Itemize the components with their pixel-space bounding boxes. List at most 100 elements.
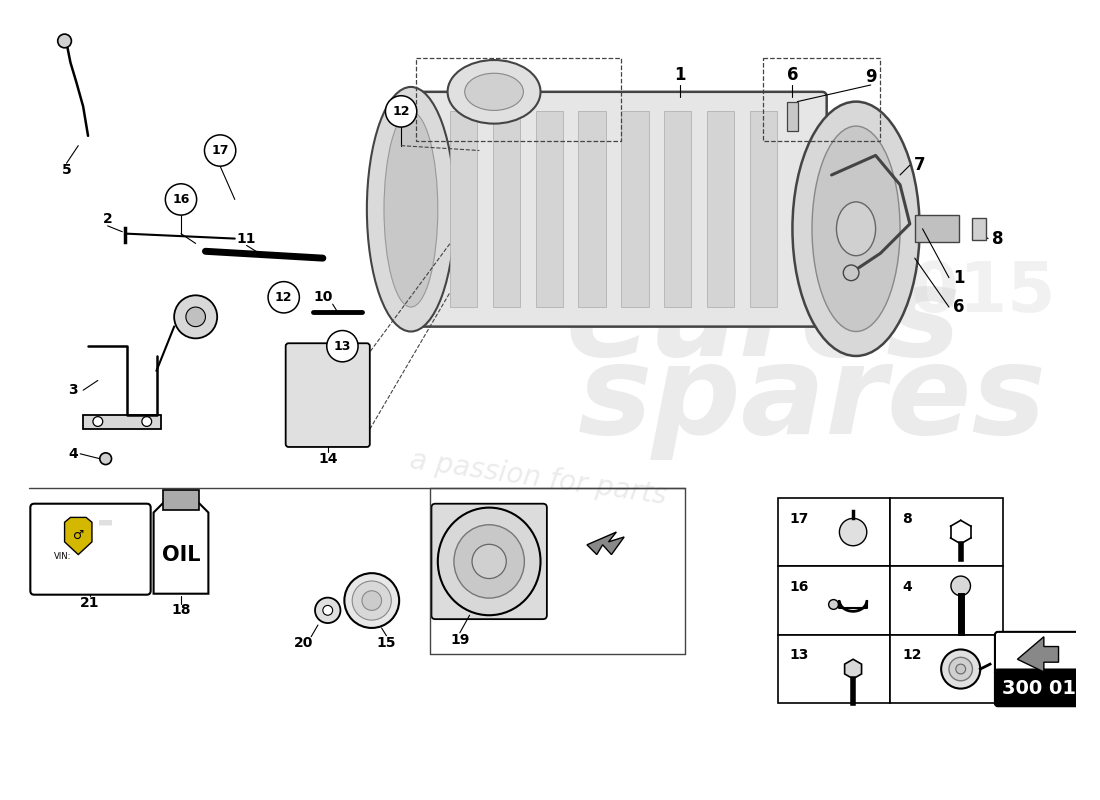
Text: 300 01: 300 01 bbox=[1002, 678, 1077, 698]
Bar bbox=[778, 566, 890, 634]
Text: 4: 4 bbox=[902, 580, 912, 594]
Ellipse shape bbox=[836, 202, 876, 256]
Text: 17: 17 bbox=[211, 144, 229, 157]
Text: VIN:: VIN: bbox=[54, 552, 72, 561]
FancyBboxPatch shape bbox=[31, 504, 151, 594]
Polygon shape bbox=[84, 414, 162, 430]
Circle shape bbox=[315, 598, 341, 623]
Circle shape bbox=[950, 576, 970, 596]
Bar bbox=[664, 111, 692, 307]
Bar bbox=[749, 111, 777, 307]
Text: 2015: 2015 bbox=[862, 259, 1056, 326]
Ellipse shape bbox=[472, 544, 506, 578]
Text: 14: 14 bbox=[318, 452, 338, 466]
Circle shape bbox=[385, 96, 417, 127]
Circle shape bbox=[92, 417, 102, 426]
FancyBboxPatch shape bbox=[994, 670, 1084, 706]
Text: 11: 11 bbox=[236, 231, 256, 246]
Circle shape bbox=[949, 658, 972, 681]
Text: 18: 18 bbox=[172, 603, 190, 618]
Circle shape bbox=[322, 606, 332, 615]
Bar bbox=[579, 111, 606, 307]
Text: 12: 12 bbox=[275, 290, 293, 304]
Bar bbox=[778, 634, 890, 703]
FancyBboxPatch shape bbox=[994, 632, 1084, 675]
Bar bbox=[778, 498, 890, 566]
Text: 17: 17 bbox=[790, 511, 808, 526]
Text: 1: 1 bbox=[953, 269, 965, 286]
Bar bbox=[786, 102, 799, 131]
Text: 2: 2 bbox=[102, 212, 112, 226]
Text: 16: 16 bbox=[790, 580, 808, 594]
Circle shape bbox=[205, 135, 235, 166]
Ellipse shape bbox=[384, 111, 438, 307]
Ellipse shape bbox=[438, 508, 540, 615]
Text: 5: 5 bbox=[62, 163, 72, 177]
Text: a passion for parts: a passion for parts bbox=[408, 446, 669, 510]
Polygon shape bbox=[845, 659, 861, 679]
Text: 12: 12 bbox=[902, 649, 922, 662]
Text: |||||||: ||||||| bbox=[98, 519, 112, 525]
Text: 13: 13 bbox=[790, 649, 808, 662]
Text: 7: 7 bbox=[914, 156, 925, 174]
Ellipse shape bbox=[812, 126, 900, 331]
Bar bbox=[890, 634, 1003, 703]
Ellipse shape bbox=[464, 74, 524, 110]
Text: 4: 4 bbox=[68, 447, 78, 461]
Bar bbox=[536, 111, 563, 307]
Circle shape bbox=[186, 307, 206, 326]
Ellipse shape bbox=[367, 87, 455, 331]
Text: 8: 8 bbox=[992, 230, 1003, 247]
Ellipse shape bbox=[448, 60, 540, 124]
Polygon shape bbox=[587, 532, 624, 554]
Polygon shape bbox=[1018, 637, 1058, 672]
Text: 13: 13 bbox=[333, 340, 351, 353]
Polygon shape bbox=[65, 518, 92, 554]
Circle shape bbox=[57, 34, 72, 48]
Bar bbox=[890, 498, 1003, 566]
Text: 19: 19 bbox=[450, 633, 470, 646]
Bar bbox=[621, 111, 649, 307]
Text: 8: 8 bbox=[902, 511, 912, 526]
Circle shape bbox=[174, 295, 217, 338]
Text: 12: 12 bbox=[393, 105, 410, 118]
FancyBboxPatch shape bbox=[431, 504, 547, 619]
Text: OIL: OIL bbox=[162, 545, 200, 565]
Bar bbox=[164, 490, 199, 510]
Bar bbox=[493, 111, 520, 307]
Circle shape bbox=[268, 282, 299, 313]
Circle shape bbox=[839, 518, 867, 546]
Circle shape bbox=[327, 330, 359, 362]
Text: 6: 6 bbox=[953, 298, 965, 316]
Circle shape bbox=[344, 573, 399, 628]
Text: 1: 1 bbox=[674, 66, 685, 84]
Polygon shape bbox=[154, 500, 208, 594]
Circle shape bbox=[844, 265, 859, 281]
Bar bbox=[915, 215, 959, 242]
Bar bbox=[416, 58, 622, 141]
Text: 9: 9 bbox=[865, 68, 877, 86]
Bar bbox=[763, 58, 880, 141]
Ellipse shape bbox=[454, 525, 525, 598]
Ellipse shape bbox=[792, 102, 920, 356]
Bar bbox=[707, 111, 734, 307]
FancyBboxPatch shape bbox=[286, 343, 370, 447]
Text: 15: 15 bbox=[376, 636, 396, 650]
Circle shape bbox=[352, 581, 392, 620]
Circle shape bbox=[362, 590, 382, 610]
Circle shape bbox=[828, 599, 838, 610]
Circle shape bbox=[100, 453, 111, 465]
Bar bbox=[450, 111, 477, 307]
Text: 20: 20 bbox=[294, 636, 313, 650]
FancyBboxPatch shape bbox=[416, 92, 827, 326]
Circle shape bbox=[942, 650, 980, 689]
Text: 16: 16 bbox=[173, 193, 189, 206]
Circle shape bbox=[165, 184, 197, 215]
FancyBboxPatch shape bbox=[972, 218, 986, 239]
Circle shape bbox=[956, 664, 966, 674]
Text: 6: 6 bbox=[786, 66, 799, 84]
Text: 3: 3 bbox=[68, 383, 78, 398]
Text: 10: 10 bbox=[314, 290, 332, 304]
Circle shape bbox=[142, 417, 152, 426]
Text: euros: euros bbox=[565, 262, 961, 382]
